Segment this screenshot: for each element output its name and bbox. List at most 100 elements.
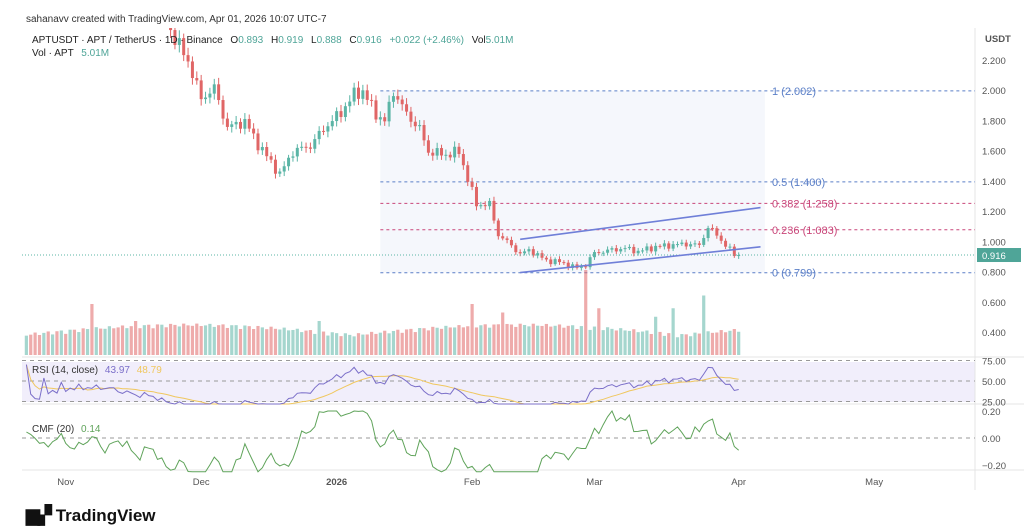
candle-body <box>252 128 256 134</box>
volume-bar <box>431 326 435 355</box>
candle-body <box>737 255 741 257</box>
candle-body <box>448 154 452 158</box>
volume-bar <box>252 329 256 355</box>
candle-body <box>182 38 186 56</box>
volume-bar <box>400 332 404 355</box>
candle-body <box>724 240 728 247</box>
volume-bar <box>160 324 164 355</box>
last-price-text: 0.916 <box>982 251 1006 262</box>
candle-body <box>549 259 553 265</box>
candle-body <box>383 117 387 122</box>
close-label: C <box>349 35 357 46</box>
candle-body <box>536 253 540 256</box>
volume-bar <box>313 333 317 355</box>
tradingview-logo: ▆▞ TradingView <box>26 505 156 526</box>
vol-value: 5.01M <box>485 35 514 46</box>
candle-body <box>440 148 444 156</box>
volume-bar <box>671 308 675 355</box>
symbol-title[interactable]: APTUSDT · APT / TetherUS · 1D · Binance <box>32 35 223 46</box>
candle-body <box>370 99 374 101</box>
cmf-legend[interactable]: CMF (20) 0.14 <box>32 424 100 435</box>
volume-bar <box>509 324 514 355</box>
volume-bar <box>304 330 308 355</box>
cmf-tick: 0.20 <box>982 407 1001 418</box>
candle-body <box>689 244 693 247</box>
volume-bar <box>697 333 701 355</box>
volume-bar <box>286 330 291 355</box>
volume-bar <box>77 332 81 355</box>
volume-bar <box>199 326 203 355</box>
candle-body <box>518 252 522 254</box>
candle-body <box>409 111 413 122</box>
candle-body <box>177 38 181 45</box>
rsi-ma-line <box>25 364 739 405</box>
candle-body <box>426 140 430 153</box>
candle-body <box>256 133 260 151</box>
candle-body <box>431 152 435 156</box>
candle-body <box>544 257 548 260</box>
volume-indicator-label[interactable]: Vol · APT <box>32 48 74 59</box>
candle-body <box>514 245 518 253</box>
candle-body <box>269 156 273 160</box>
volume-bar <box>496 324 500 355</box>
open-value: 0.893 <box>238 35 264 46</box>
volume-bar <box>217 325 221 355</box>
candle-body <box>579 266 583 268</box>
rsi-line <box>25 364 739 405</box>
candle-body <box>719 235 723 241</box>
volume-bar <box>544 323 548 355</box>
candle-body <box>339 111 343 118</box>
volume-bar <box>291 329 295 355</box>
candle-body <box>230 124 234 127</box>
candle-body <box>165 0 168 21</box>
candle-body <box>636 250 640 254</box>
volume-bar <box>190 325 195 355</box>
channel-upper-line <box>520 206 761 241</box>
candle-body <box>278 171 282 174</box>
candle-body <box>221 100 225 119</box>
volume-bar <box>702 295 706 355</box>
volume-bar <box>107 326 111 355</box>
volume-bar <box>81 328 85 355</box>
volume-bar <box>575 328 579 355</box>
volume-bar <box>50 334 55 355</box>
candle-body <box>234 121 238 125</box>
candle-body <box>453 146 457 158</box>
volume-bar <box>282 327 286 355</box>
volume-bar <box>330 332 334 355</box>
volume-bar <box>636 332 640 355</box>
volume-bar <box>208 323 212 355</box>
candle-body <box>291 156 295 158</box>
volume-bar <box>404 329 409 355</box>
rsi-ma-value: 48.79 <box>136 365 162 376</box>
volume-indicator-value: 5.01M <box>81 48 110 59</box>
volume-bar <box>675 337 680 355</box>
symbol-legend: APTUSDT · APT / TetherUS · 1D · Binance … <box>32 34 513 60</box>
candle-body <box>330 121 334 127</box>
candle-body <box>405 104 409 112</box>
candle-body <box>662 243 666 247</box>
fib-level-label: 0.382 (1.258) <box>772 198 837 210</box>
candle-body <box>632 246 636 254</box>
rsi-legend[interactable]: RSI (14, close) 43.97 48.79 <box>32 365 162 376</box>
volume-bar <box>339 336 343 355</box>
candle-body <box>553 259 557 265</box>
volume-bar <box>234 325 238 355</box>
volume-bar <box>134 321 138 355</box>
volume-bar <box>689 336 693 355</box>
volume-bar <box>396 329 400 355</box>
volume-bar <box>64 333 68 355</box>
candle-body <box>671 244 675 249</box>
cmf-tick: 0.00 <box>982 434 1001 445</box>
volume-bar <box>321 331 326 355</box>
volume-bar <box>505 323 509 355</box>
candle-body <box>322 130 326 132</box>
volume-bar <box>457 325 461 355</box>
volume-bar <box>147 324 151 355</box>
volume-bar <box>155 324 160 355</box>
candle-body <box>348 101 352 107</box>
volume-bar <box>195 323 199 355</box>
volume-bar <box>90 304 94 355</box>
volume-bar <box>116 327 120 355</box>
